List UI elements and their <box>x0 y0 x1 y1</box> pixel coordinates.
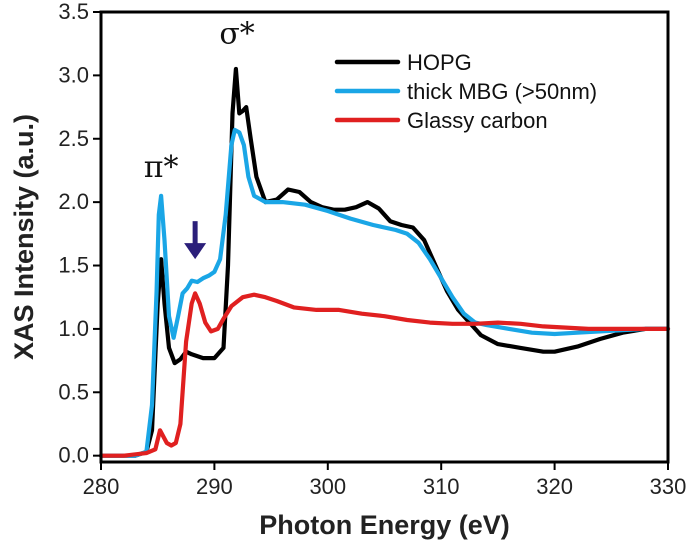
x-tick-label: 330 <box>650 474 687 499</box>
peak-annotation: σ* <box>219 17 254 52</box>
x-axis-title: Photon Energy (eV) <box>259 510 510 540</box>
arrow-head <box>184 243 207 260</box>
down-arrow-icon <box>184 221 207 260</box>
legend-label: HOPG <box>407 50 472 75</box>
peak-annotation: π* <box>144 150 179 185</box>
y-tick-label: 1.5 <box>58 253 89 278</box>
x-tick-label: 310 <box>423 474 460 499</box>
y-tick-label: 2.0 <box>58 189 89 214</box>
series-line-thick-mbg-50nm <box>98 127 671 458</box>
x-tick-label: 320 <box>536 474 573 499</box>
x-tick-label: 280 <box>83 474 120 499</box>
annotation-layer: π* σ* <box>144 17 255 260</box>
y-tick-label: 1.0 <box>58 316 89 341</box>
plot-frame <box>99 10 670 464</box>
y-tick-label: 0.0 <box>58 443 89 468</box>
plot-layer <box>98 66 671 458</box>
y-tick-label: 0.5 <box>58 379 89 404</box>
x-tick-label: 290 <box>196 474 233 499</box>
x-tick-label: 300 <box>309 474 346 499</box>
legend: HOPG thick MBG (>50nm) Glassy carbon <box>334 50 597 133</box>
legend-label: Glassy carbon <box>407 108 548 133</box>
axis-layer: 280 290 300 310 320 330 0.0 0.5 1.0 1.5 2.0 2.5 3.0 3… <box>58 0 686 499</box>
legend-label: thick MBG (>50nm) <box>407 79 597 104</box>
y-axis-title: XAS Intensity (a.u.) <box>9 114 39 360</box>
series-line-hopg <box>98 66 671 458</box>
series-line-glassy-carbon <box>98 291 671 458</box>
y-tick-label: 2.5 <box>58 126 89 151</box>
y-tick-label: 3.0 <box>58 62 89 87</box>
y-tick-label: 3.5 <box>58 0 89 24</box>
